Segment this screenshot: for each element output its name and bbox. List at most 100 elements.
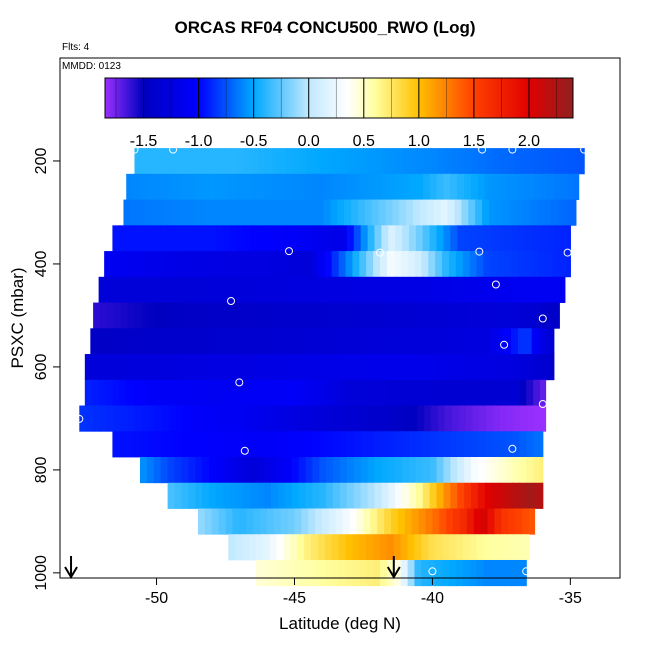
heat-cell — [311, 328, 319, 355]
heat-cell — [501, 508, 509, 535]
heat-cell — [206, 199, 214, 226]
heat-cell — [276, 534, 285, 561]
heat-cell — [319, 379, 327, 406]
heat-cell — [123, 199, 131, 226]
heat-cell — [457, 457, 465, 484]
heat-cell — [277, 276, 286, 303]
heat-cell — [484, 173, 493, 200]
heat-cell — [421, 559, 429, 587]
heat-cell — [533, 431, 541, 458]
flight-arrow — [386, 556, 401, 579]
heat-cell — [486, 405, 494, 432]
heat-cell — [403, 405, 411, 432]
heat-cell — [319, 431, 327, 458]
heat-cell — [140, 276, 148, 303]
heat-cell — [277, 225, 286, 252]
heat-cell — [351, 199, 359, 226]
heat-cell — [374, 225, 382, 252]
heat-cell — [448, 559, 457, 587]
heat-cell — [250, 431, 258, 458]
heat-cell — [422, 173, 431, 200]
heat-cell — [203, 148, 211, 175]
heat-cell — [271, 431, 279, 458]
heat-cell — [133, 431, 141, 458]
heat-cell — [229, 457, 238, 484]
heat-cell — [315, 508, 323, 535]
heat-cell — [276, 559, 285, 587]
heat-cell — [291, 225, 300, 252]
heat-cell — [167, 482, 176, 509]
heat-cell — [140, 354, 148, 381]
heat-cell — [298, 482, 307, 509]
heat-cell — [435, 328, 443, 355]
heat-cell — [346, 482, 355, 509]
heat-cell — [527, 302, 536, 329]
heat-cell — [257, 354, 265, 381]
heat-cell — [195, 379, 203, 406]
heat-cell — [353, 354, 362, 381]
heat-cell — [220, 199, 228, 226]
heat-cell — [167, 457, 176, 484]
heat-cell — [167, 379, 176, 406]
heat-cell — [224, 405, 232, 432]
heat-cell — [477, 431, 486, 458]
heat-cell — [242, 534, 250, 561]
heat-cell — [374, 276, 382, 303]
heat-cell — [159, 251, 167, 278]
heat-cell — [301, 508, 309, 535]
heat-cell — [402, 276, 410, 303]
heat-cell — [520, 302, 529, 329]
heat-cell — [140, 173, 148, 200]
heat-cell — [261, 199, 269, 226]
heat-cell — [283, 534, 291, 561]
heat-cell — [222, 379, 231, 406]
heat-cell — [257, 276, 265, 303]
heat-cell — [162, 405, 170, 432]
heat-cell — [91, 354, 100, 381]
sample-marker — [538, 314, 547, 323]
heat-cell — [428, 251, 436, 278]
heat-cell — [402, 431, 410, 458]
heat-cell — [244, 405, 253, 432]
heat-cell — [477, 225, 486, 252]
heat-cell — [140, 225, 148, 252]
heat-cell — [555, 302, 560, 329]
heat-cell — [520, 405, 529, 432]
layer-250 — [126, 173, 580, 200]
heat-cell — [208, 457, 217, 484]
heat-cell — [468, 199, 476, 226]
heat-cell — [448, 251, 457, 278]
heat-cell — [340, 173, 348, 200]
heat-cell — [231, 148, 239, 175]
heat-cell — [167, 354, 176, 381]
x-tick-label: -50 — [145, 590, 168, 607]
heat-cell — [229, 482, 238, 509]
heat-cell — [537, 199, 545, 226]
heat-cell — [415, 457, 424, 484]
heat-cell — [396, 405, 405, 432]
heat-cell — [519, 457, 527, 484]
heat-cell — [113, 302, 122, 329]
heat-cell — [173, 251, 181, 278]
heat-cell — [271, 173, 279, 200]
heat-cell — [355, 148, 363, 175]
heat-cell — [181, 354, 189, 381]
heat-cell — [226, 199, 235, 226]
heat-cell — [208, 354, 217, 381]
heat-cell — [388, 457, 396, 484]
sample-markers — [75, 145, 589, 576]
heat-cell — [229, 354, 238, 381]
heat-cell — [429, 173, 438, 200]
heat-cell — [168, 148, 177, 175]
heat-cell — [519, 225, 527, 252]
heat-cell — [229, 431, 238, 458]
heat-cell — [490, 559, 498, 587]
heat-cell — [512, 173, 520, 200]
heat-cell — [367, 225, 376, 252]
heat-cell — [472, 405, 480, 432]
heat-cell — [408, 276, 417, 303]
heat-cell — [512, 354, 520, 381]
heat-cell — [402, 457, 410, 484]
heat-cell — [271, 457, 279, 484]
heat-cell — [538, 251, 547, 278]
